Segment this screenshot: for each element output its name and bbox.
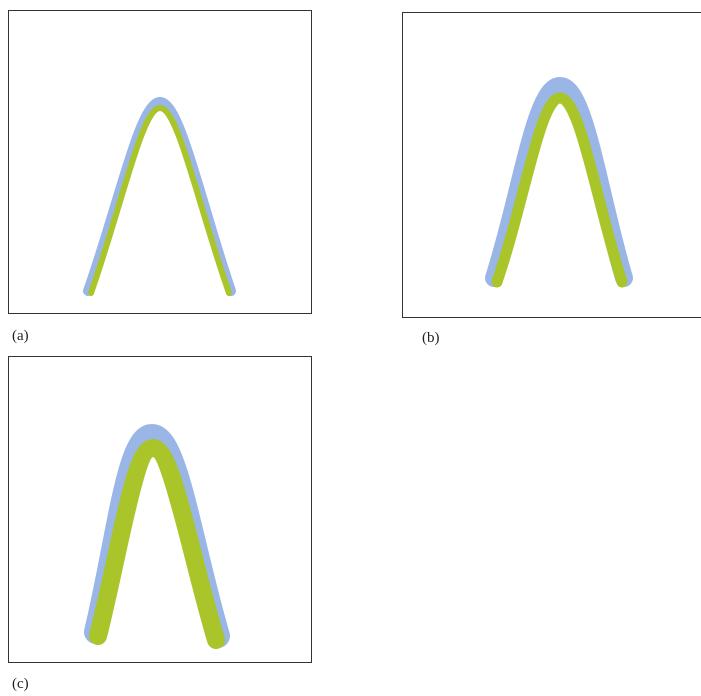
panel-frame bbox=[9, 11, 312, 314]
panel-label: (a) bbox=[12, 328, 29, 344]
panel-frame bbox=[403, 13, 701, 318]
panel: (c) bbox=[9, 357, 312, 692]
panel: (b) bbox=[403, 13, 701, 347]
panel-label: (b) bbox=[422, 330, 440, 346]
panel-frame bbox=[9, 357, 312, 663]
panel: (a) bbox=[9, 11, 312, 345]
panel-label: (c) bbox=[12, 676, 29, 691]
